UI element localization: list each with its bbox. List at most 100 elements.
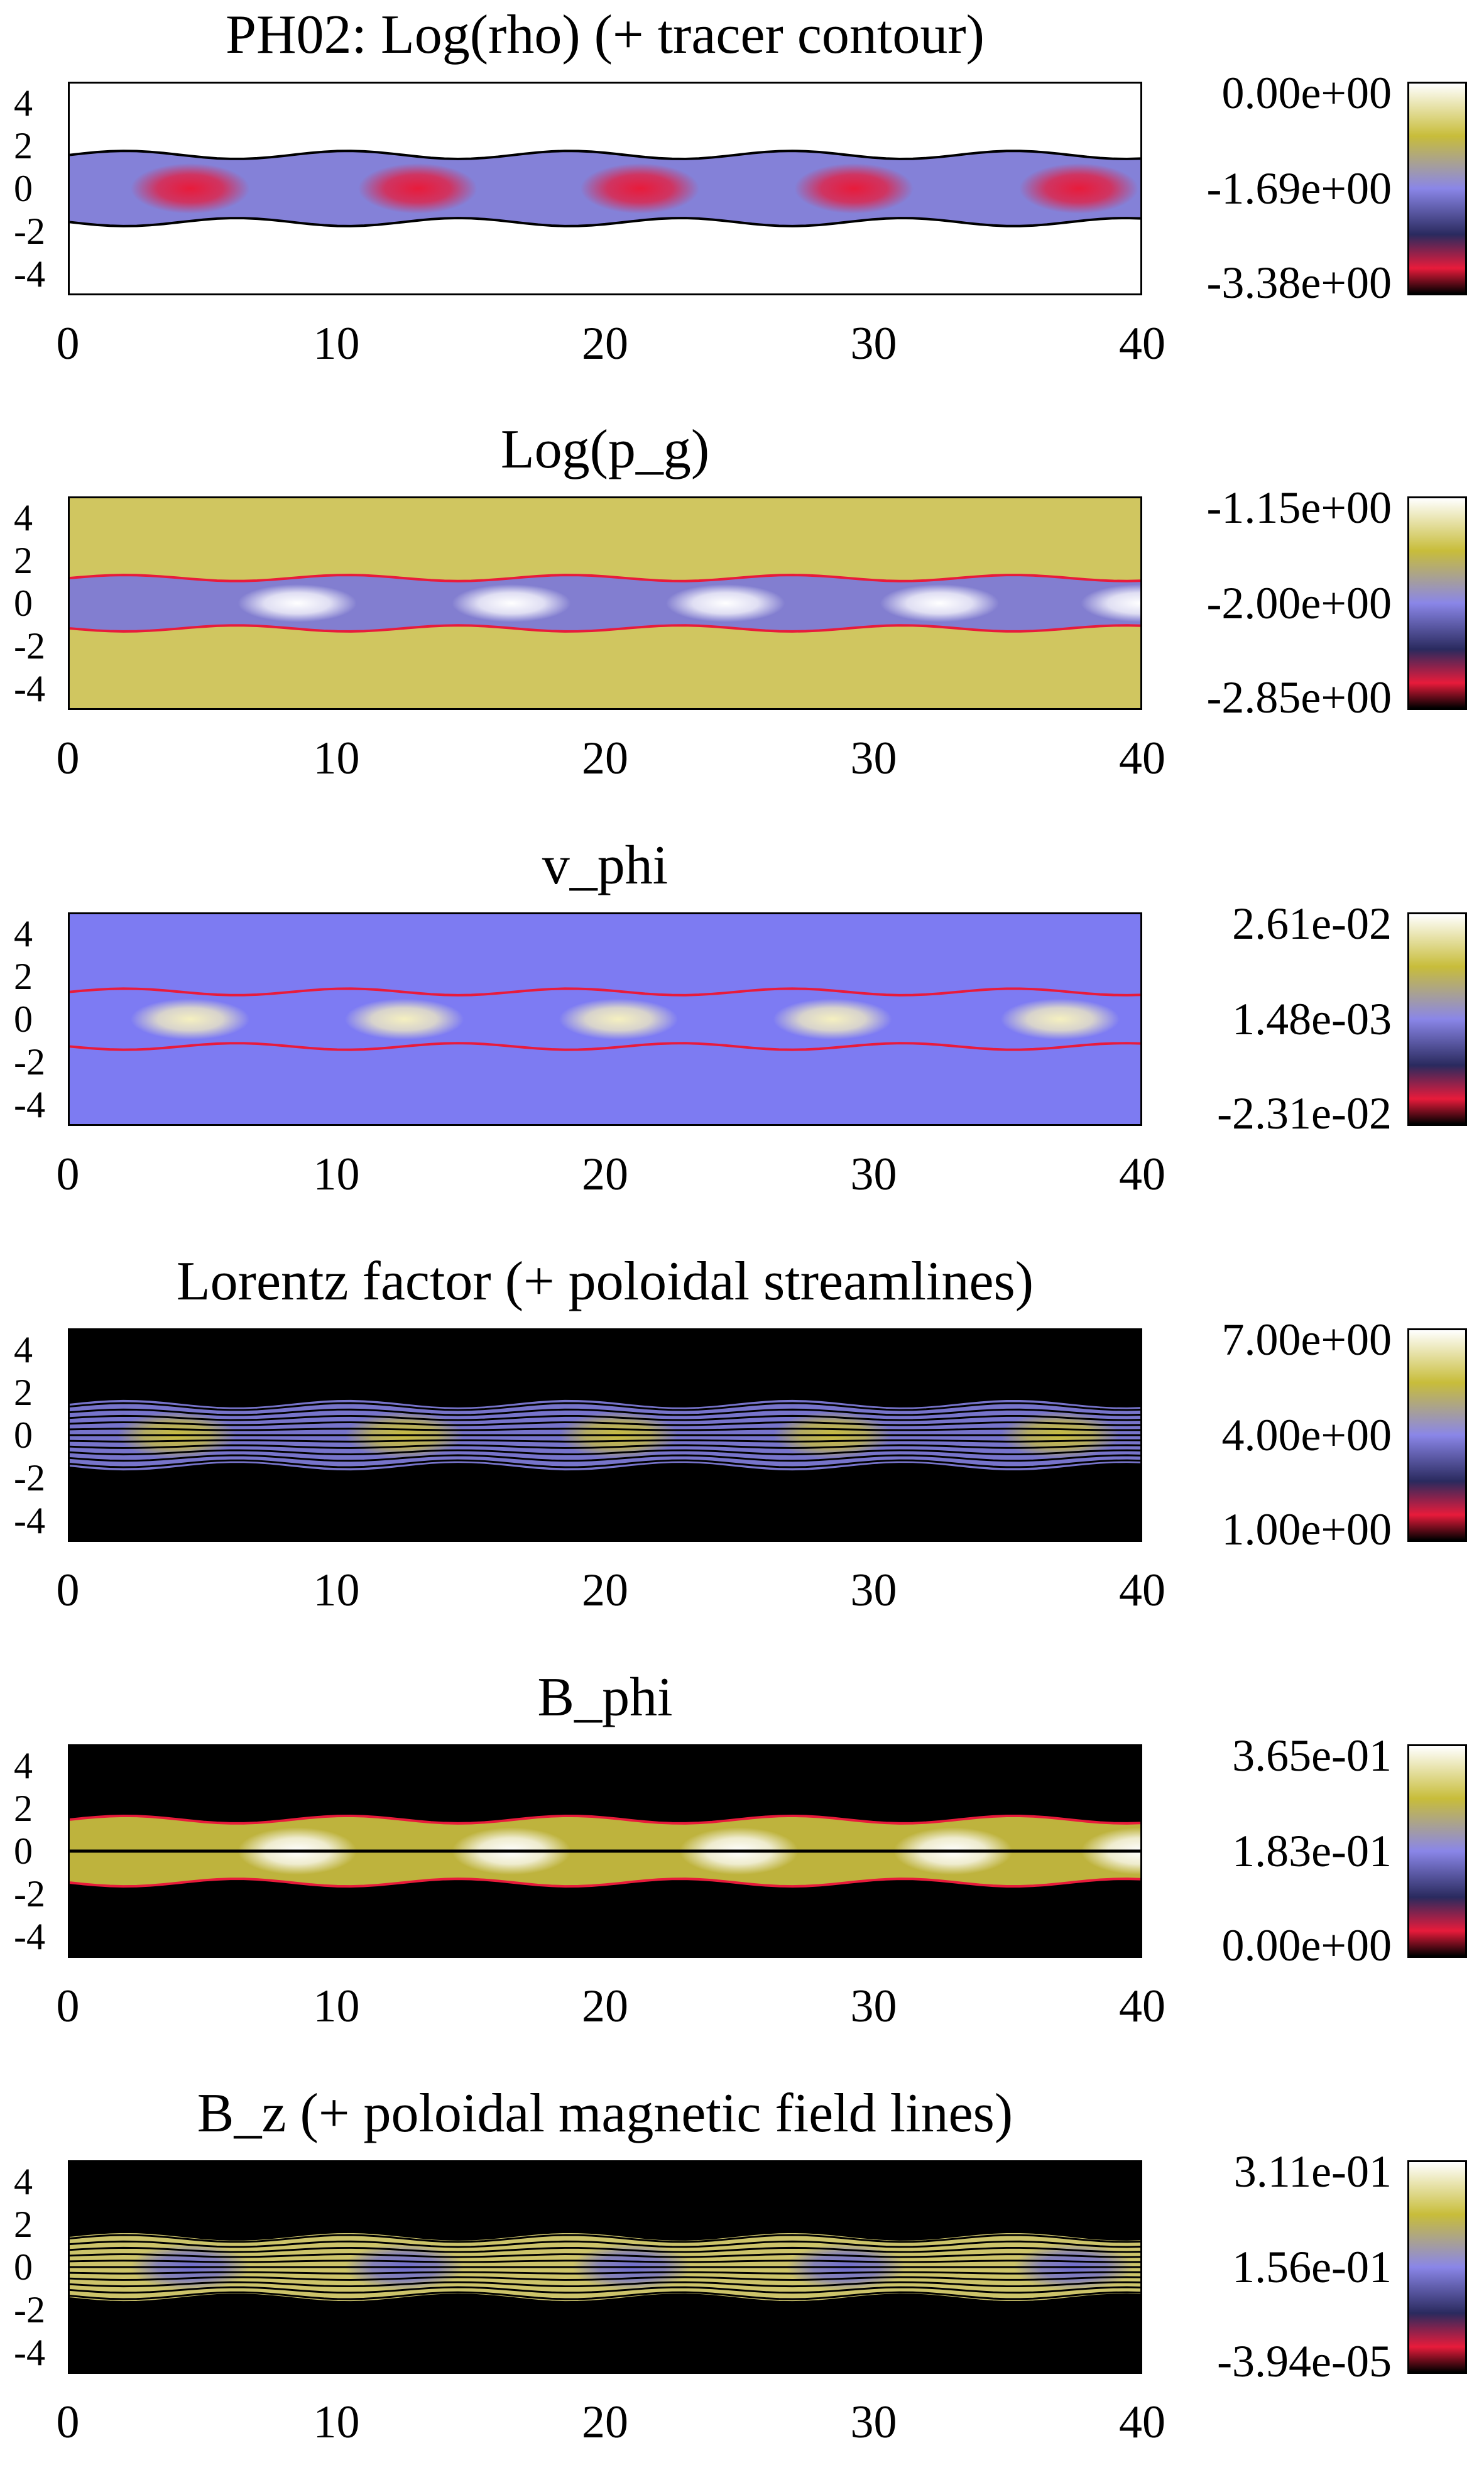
heatmap-svg: [70, 498, 1140, 708]
y-tick-label: 0: [14, 1414, 33, 1456]
heatmap-svg: [70, 914, 1140, 1124]
contour-line: [70, 217, 1140, 227]
x-tick-label: 40: [1119, 733, 1165, 784]
colorbar-label: 7.00e+00: [1221, 1315, 1392, 1365]
streamline: [70, 2246, 1140, 2253]
colorbar-label: 0.00e+00: [1221, 1920, 1392, 1970]
x-tick-label: 20: [582, 1149, 628, 1200]
streamline: [70, 2291, 1140, 2300]
colorbar-label: 1.83e-01: [1232, 1826, 1392, 1876]
contour-line: [70, 987, 1140, 997]
streamline: [70, 1414, 1140, 1421]
colorbar-label: 3.11e-01: [1233, 2146, 1392, 2197]
x-tick-label: 10: [313, 318, 360, 369]
streamline: [70, 2260, 1140, 2263]
y-tick-label: 2: [14, 125, 33, 167]
x-tick-label: 0: [56, 2397, 80, 2448]
knot: [344, 998, 464, 1040]
x-tick-label: 0: [56, 1565, 80, 1616]
streamline: [70, 1459, 1140, 1468]
y-tick-label: 2: [14, 1788, 33, 1829]
streamline: [70, 2286, 1140, 2294]
colorbar-label: -2.85e+00: [1206, 672, 1392, 723]
x-tick-label: 20: [582, 733, 628, 784]
contour-line: [70, 2293, 1140, 2304]
colorbar-label: 4.00e+00: [1221, 1410, 1392, 1460]
panel-title: B_phi: [537, 1667, 673, 1728]
panel-title: Log(p_g): [500, 419, 710, 480]
knot: [666, 584, 785, 623]
knot: [131, 998, 250, 1040]
knot: [1081, 584, 1140, 623]
jet-band: [70, 575, 1140, 631]
heatmap-svg: [70, 1330, 1140, 1540]
streamline: [70, 2253, 1140, 2258]
panel-4: Lorentz factor (+ poloidal streamlines) 4…: [0, 1247, 1484, 1655]
streamline: [70, 2281, 1140, 2288]
x-tick-label: 30: [850, 1565, 897, 1616]
heatmap-svg: [70, 84, 1140, 293]
y-tick-label: 4: [14, 913, 33, 954]
x-tick-label: 10: [313, 2397, 360, 2448]
y-tick-label: -4: [14, 2332, 45, 2373]
colorbar-gradient: [1409, 498, 1465, 708]
y-tick-label: -4: [14, 668, 45, 709]
colorbar-gradient: [1409, 1746, 1465, 1956]
x-tick-label: 0: [56, 318, 80, 369]
contour-line: [70, 1814, 1140, 1825]
streamline: [70, 1428, 1140, 1431]
x-tick-label: 40: [1119, 318, 1165, 369]
panel-2: Log(p_g) 4 2 0 -2 -4 0 10 20 30 40 -1.15e+00 -2.00e+…: [0, 415, 1484, 823]
knot: [580, 163, 700, 214]
x-tick-label: 30: [850, 318, 897, 369]
knot: [1000, 998, 1120, 1040]
colorbar: [1407, 2160, 1467, 2374]
x-tick-label: 20: [582, 1565, 628, 1616]
x-tick-label: 30: [850, 1149, 897, 1200]
streamline: [70, 1421, 1140, 1426]
x-tick-label: 40: [1119, 1981, 1165, 2032]
colorbar-label: 1.48e-03: [1232, 994, 1392, 1044]
colorbar-label: 3.65e-01: [1232, 1730, 1392, 1781]
colorbar-label: 0.00e+00: [1221, 68, 1392, 118]
y-tick-label: 0: [14, 998, 33, 1040]
streamline: [70, 1439, 1140, 1443]
panel-title: Lorentz factor (+ poloidal streamlines): [176, 1251, 1034, 1312]
colorbar: [1407, 496, 1467, 710]
streamline: [70, 1454, 1140, 1462]
heatmap-plot: [68, 912, 1142, 1126]
x-tick-label: 40: [1119, 1149, 1165, 1200]
x-tick-label: 20: [582, 318, 628, 369]
colorbar-label: -2.00e+00: [1206, 578, 1392, 628]
colorbar: [1407, 82, 1467, 295]
y-tick-label: -2: [14, 1873, 45, 1915]
y-tick-label: -2: [14, 2289, 45, 2331]
y-tick-label: 2: [14, 540, 33, 581]
heatmap-svg: [70, 2162, 1140, 2372]
panel-title: PH02: Log(rho) (+ tracer contour): [226, 4, 985, 65]
panel-1: PH02: Log(rho) (+ tracer contour) 4 2 0 -2 -4…: [0, 0, 1484, 408]
streamline: [70, 1449, 1140, 1456]
y-tick-label: 0: [14, 2246, 33, 2288]
x-tick-label: 0: [56, 1149, 80, 1200]
y-tick-label: -4: [14, 1916, 45, 1957]
contour-line: [70, 1042, 1140, 1051]
x-tick-label: 0: [56, 733, 80, 784]
contour-line: [70, 150, 1140, 160]
colorbar-label: 2.61e-02: [1232, 899, 1392, 949]
x-tick-label: 30: [850, 733, 897, 784]
x-tick-label: 30: [850, 1981, 897, 2032]
streamline: [70, 2234, 1140, 2243]
streamline: [70, 2276, 1140, 2281]
y-tick-label: -2: [14, 1041, 45, 1083]
panel-title: v_phi: [542, 835, 668, 896]
x-tick-label: 40: [1119, 2397, 1165, 2448]
contour-line: [70, 1878, 1140, 1888]
colorbar-label: -2.31e-02: [1217, 1088, 1392, 1139]
heatmap-svg: [70, 1746, 1140, 1956]
x-tick-label: 0: [56, 1981, 80, 2032]
y-tick-label: 2: [14, 2204, 33, 2245]
knot: [237, 584, 357, 623]
panel-title: B_z (+ poloidal magnetic field lines): [197, 2083, 1013, 2144]
panel-5: B_phi 4 2 0 -2 -4 0 10 20 30 40 3.65e-01 1.83e-01 0.0…: [0, 1663, 1484, 2071]
